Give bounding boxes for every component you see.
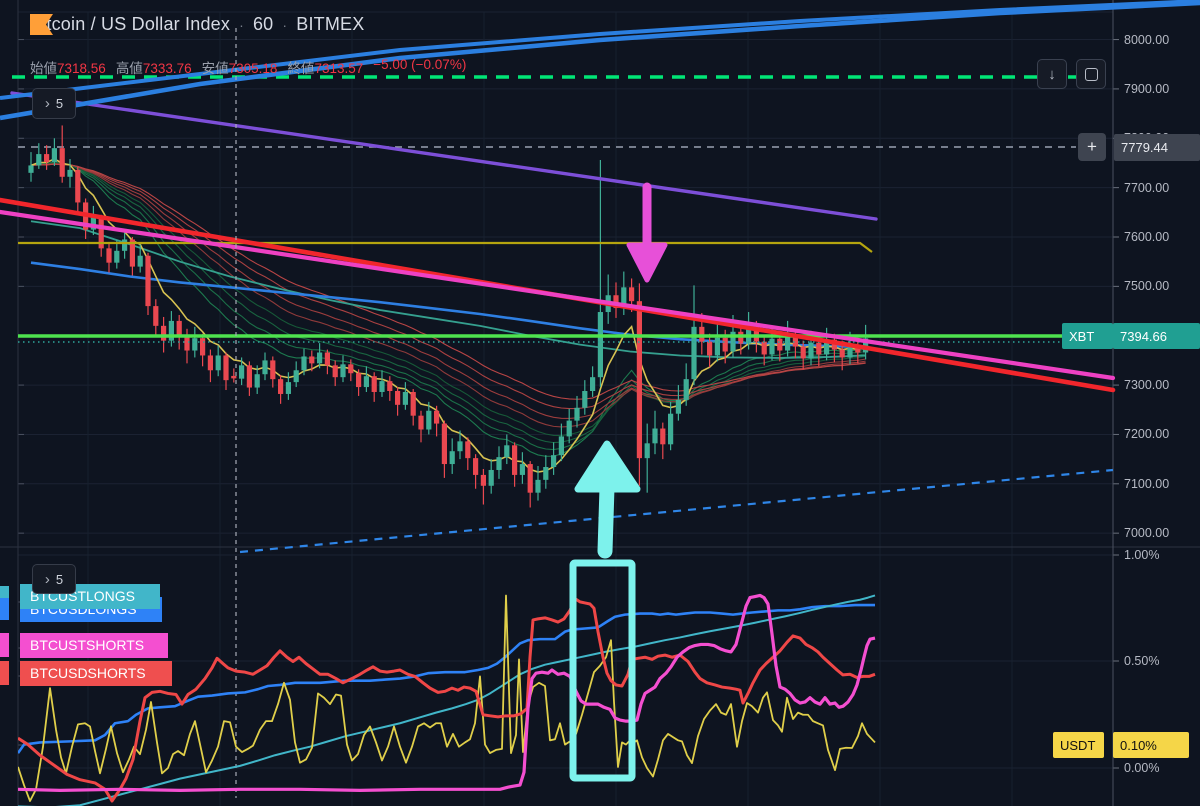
- header-separator: ·: [282, 16, 288, 33]
- clipped-label-fragment: [0, 633, 9, 657]
- main-pane-count: 5: [55, 96, 64, 111]
- open-label: 始値: [30, 61, 57, 76]
- pct-tick-label: 0.50%: [1124, 654, 1160, 668]
- main-pane-collapse-button[interactable]: › 5: [32, 88, 76, 119]
- series-BTCUSTSHORTS: [18, 593, 876, 792]
- interval-label[interactable]: 60: [252, 14, 274, 34]
- high-label: 高値: [115, 61, 143, 76]
- symbol-ticker-badge[interactable]: XBT: [1062, 323, 1113, 349]
- pct-tick-label: 1.00%: [1124, 548, 1160, 562]
- chevron-right-icon: ›: [44, 95, 50, 112]
- high-value: 7333.76: [142, 61, 192, 76]
- clipped-label-fragment: [0, 661, 9, 685]
- price-tick-label: 7300.00: [1124, 378, 1170, 393]
- pct-tick-label: 0.00%: [1124, 761, 1160, 775]
- price-line-badge[interactable]: 7779.44: [1114, 134, 1200, 161]
- change-value: −5.00 (−0.07%): [373, 57, 467, 72]
- exchange-label[interactable]: BITMEX: [296, 14, 365, 34]
- symbol-title[interactable]: Bitcoin / US Dollar Index: [30, 14, 231, 34]
- level-lines-back[interactable]: [12, 75, 1110, 148]
- lower-pane-count: 5: [55, 571, 64, 587]
- candles: [28, 125, 869, 508]
- price-tick-label: 7700.00: [1124, 180, 1170, 195]
- price-tick-label: 7000.00: [1124, 526, 1170, 541]
- drawing-annotations[interactable]: [569, 182, 668, 782]
- series-USDT: [18, 594, 876, 802]
- low-value: 7305.18: [228, 61, 278, 76]
- indicator-label-BTCUSTSHORTS[interactable]: BTCUSTSHORTS: [20, 633, 168, 658]
- ohlc-row: 始値7318.56 高値7333.76 安値7305.18 終値7313.57 …: [30, 57, 466, 77]
- current-price-badge[interactable]: 7394.66: [1113, 323, 1200, 349]
- symbol-header: Bitcoin / US Dollar Index · 60 · BITMEX: [30, 14, 379, 35]
- arrow-down-icon: ↓: [1048, 65, 1056, 83]
- close-value: 7313.57: [314, 61, 364, 76]
- price-tick-label: 7900.00: [1124, 81, 1170, 96]
- indicator-label-BTCUSDSHORTS[interactable]: BTCUSDSHORTS: [20, 661, 172, 686]
- cyan-highlight-rect: [569, 559, 636, 782]
- header-separator: ·: [239, 16, 244, 33]
- add-alert-plus-button[interactable]: +: [1078, 133, 1106, 161]
- series-BTCUSDSHORTS: [18, 597, 876, 803]
- open-value: 7318.56: [57, 61, 106, 76]
- level-lines[interactable]: [18, 241, 1113, 343]
- price-tick-label: 7500.00: [1124, 279, 1170, 294]
- series-BTCUSTLONGS: [18, 594, 876, 806]
- lower-pane-collapse-button[interactable]: › 5: [32, 564, 76, 594]
- close-label: 終値: [287, 61, 315, 76]
- price-tick-label: 7200.00: [1124, 427, 1170, 442]
- maximize-icon: [1084, 67, 1098, 81]
- usdt-value-badge[interactable]: 0.10%: [1113, 732, 1189, 758]
- scroll-to-recent-button[interactable]: ↓: [1037, 59, 1067, 89]
- usdt-ticker-badge[interactable]: USDT: [1053, 732, 1104, 758]
- price-tick-label: 7100.00: [1124, 476, 1170, 491]
- reset-scale-button[interactable]: [1076, 59, 1106, 89]
- price-tick-label: 7600.00: [1124, 230, 1170, 244]
- trend-lines[interactable]: [0, 0, 1200, 554]
- lower-pane-series: [18, 593, 876, 806]
- low-label: 安値: [201, 61, 229, 76]
- chevron-right-icon: ›: [44, 570, 50, 588]
- clipped-label-fragment: [0, 598, 9, 620]
- price-tick-label: 8000.00: [1124, 32, 1170, 47]
